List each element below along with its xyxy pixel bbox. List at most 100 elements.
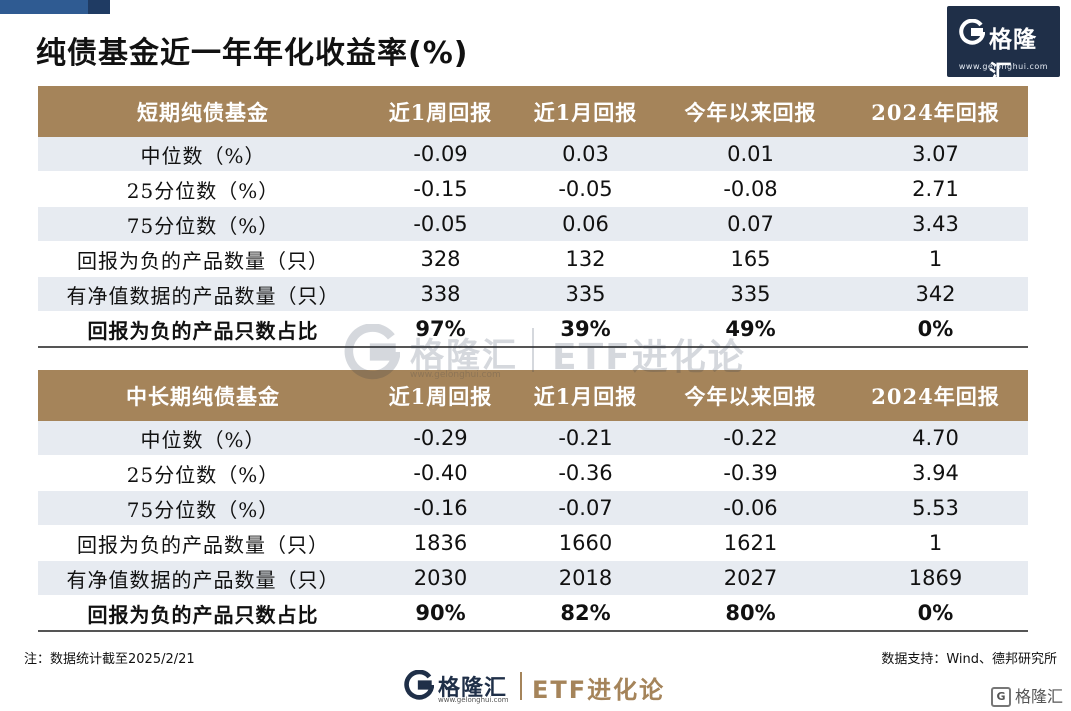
- cell: 3.07: [843, 137, 1028, 172]
- row-label: 25分位数（%）: [38, 455, 368, 491]
- mid-long-term-bond-table: 中长期纯债基金 近1周回报 近1月回报 今年以来回报 2024年回报 中位数（%…: [38, 370, 1028, 632]
- cell: 2018: [513, 560, 658, 596]
- header-week: 近1周回报: [368, 86, 513, 137]
- cell: -0.09: [368, 137, 513, 172]
- corner-g-icon: G: [990, 687, 1011, 707]
- table-row: 回报为负的产品数量（只） 1836 1660 1621 1: [38, 525, 1028, 561]
- cell: -0.22: [658, 421, 843, 456]
- table-row: 25分位数（%） -0.15 -0.05 -0.08 2.71: [38, 171, 1028, 207]
- row-label: 25分位数（%）: [38, 171, 368, 207]
- cell: 82%: [513, 595, 658, 632]
- cell: -0.06: [658, 490, 843, 526]
- row-label: 有净值数据的产品数量（只）: [38, 560, 368, 596]
- cell: 1869: [843, 560, 1028, 596]
- row-label: 75分位数（%）: [38, 206, 368, 242]
- table-header-row: 中长期纯债基金 近1周回报 近1月回报 今年以来回报 2024年回报: [38, 370, 1028, 421]
- table-row-summary: 回报为负的产品只数占比 90% 82% 80% 0%: [38, 595, 1028, 632]
- row-label: 中位数（%）: [38, 421, 368, 456]
- cell: -0.29: [368, 421, 513, 456]
- cell: -0.05: [368, 206, 513, 242]
- brand-url: www.gelonghui.com: [958, 62, 1049, 71]
- cell: 335: [658, 276, 843, 312]
- cell: -0.36: [513, 455, 658, 491]
- table-title: 短期纯债基金: [38, 86, 368, 137]
- header-month: 近1月回报: [513, 370, 658, 421]
- footer-url: www.gelonghui.com: [438, 696, 509, 704]
- table-row: 75分位数（%） -0.16 -0.07 -0.06 5.53: [38, 490, 1028, 526]
- cell: -0.07: [513, 490, 658, 526]
- table-row: 75分位数（%） -0.05 0.06 0.07 3.43: [38, 206, 1028, 242]
- data-source: 数据支持：Wind、德邦研究所: [881, 652, 1057, 667]
- cell: -0.40: [368, 455, 513, 491]
- header-month: 近1月回报: [513, 86, 658, 137]
- cell: -0.21: [513, 421, 658, 456]
- header-ytd: 今年以来回报: [658, 86, 843, 137]
- cell: 328: [368, 241, 513, 277]
- cell: 0.07: [658, 206, 843, 242]
- table-row: 有净值数据的产品数量（只） 2030 2018 2027 1869: [38, 560, 1028, 596]
- data-note: 注：数据统计截至2025/2/21: [24, 652, 195, 667]
- footer-divider: [520, 672, 522, 700]
- cell: -0.39: [658, 455, 843, 491]
- footer-logo: 格隆汇 www.gelonghui.com ETF进化论: [402, 666, 692, 706]
- table-title: 中长期纯债基金: [38, 370, 368, 421]
- row-label: 回报为负的产品数量（只）: [38, 525, 368, 561]
- cell: 1: [843, 241, 1028, 277]
- row-label: 有净值数据的产品数量（只）: [38, 276, 368, 312]
- cell: -0.15: [368, 171, 513, 207]
- brand-logo: 格隆汇 www.gelonghui.com: [947, 6, 1060, 87]
- cell: 5.53: [843, 490, 1028, 526]
- table-row: 25分位数（%） -0.40 -0.36 -0.39 3.94: [38, 455, 1028, 491]
- cell: 338: [368, 276, 513, 312]
- cell: 0.06: [513, 206, 658, 242]
- cell: 90%: [368, 595, 513, 632]
- cell: 80%: [658, 595, 843, 632]
- cell: 2027: [658, 560, 843, 596]
- cell: 335: [513, 276, 658, 312]
- footer-etf: ETF进化论: [532, 676, 666, 704]
- corner-brand-name: 格隆汇: [1014, 686, 1063, 706]
- brand-g-icon: [959, 19, 985, 45]
- cell: 1: [843, 525, 1028, 561]
- table-row: 有净值数据的产品数量（只） 338 335 335 342: [38, 276, 1028, 312]
- header-2024: 2024年回报: [843, 86, 1028, 137]
- table-row: 中位数（%） -0.29 -0.21 -0.22 4.70: [38, 421, 1028, 456]
- footer-g-icon: [404, 670, 434, 700]
- row-label: 回报为负的产品只数占比: [38, 595, 368, 632]
- cell: 97%: [368, 311, 513, 348]
- table-row: 回报为负的产品数量（只） 328 132 165 1: [38, 241, 1028, 277]
- page-title: 纯债基金近一年年化收益率(%): [36, 36, 469, 71]
- row-label: 回报为负的产品数量（只）: [38, 241, 368, 277]
- cell: 2030: [368, 560, 513, 596]
- cell: 1621: [658, 525, 843, 561]
- header-2024: 2024年回报: [843, 370, 1028, 421]
- cell: 2.71: [843, 171, 1028, 207]
- cell: 3.94: [843, 455, 1028, 491]
- corner-brand-tag: G 格隆汇: [990, 683, 1063, 707]
- cell: 132: [513, 241, 658, 277]
- table-row-summary: 回报为负的产品只数占比 97% 39% 49% 0%: [38, 311, 1028, 348]
- table-header-row: 短期纯债基金 近1周回报 近1月回报 今年以来回报 2024年回报: [38, 86, 1028, 137]
- row-label: 75分位数（%）: [38, 490, 368, 526]
- header-week: 近1周回报: [368, 370, 513, 421]
- short-term-bond-table: 短期纯债基金 近1周回报 近1月回报 今年以来回报 2024年回报 中位数（%）…: [38, 86, 1028, 348]
- row-label: 中位数（%）: [38, 137, 368, 172]
- cell: 165: [658, 241, 843, 277]
- cell: 342: [843, 276, 1028, 312]
- cell: 49%: [658, 311, 843, 348]
- cell: -0.05: [513, 171, 658, 207]
- cell: 0%: [843, 311, 1028, 348]
- corner-accent-bar: [0, 0, 110, 14]
- row-label: 回报为负的产品只数占比: [38, 311, 368, 348]
- header-ytd: 今年以来回报: [658, 370, 843, 421]
- cell: 0.03: [513, 137, 658, 172]
- brand-name: 格隆汇: [989, 27, 1037, 87]
- cell: 1836: [368, 525, 513, 561]
- cell: -0.16: [368, 490, 513, 526]
- cell: 0%: [843, 595, 1028, 632]
- cell: -0.08: [658, 171, 843, 207]
- cell: 1660: [513, 525, 658, 561]
- cell: 39%: [513, 311, 658, 348]
- table-row: 中位数（%） -0.09 0.03 0.01 3.07: [38, 137, 1028, 172]
- cell: 4.70: [843, 421, 1028, 456]
